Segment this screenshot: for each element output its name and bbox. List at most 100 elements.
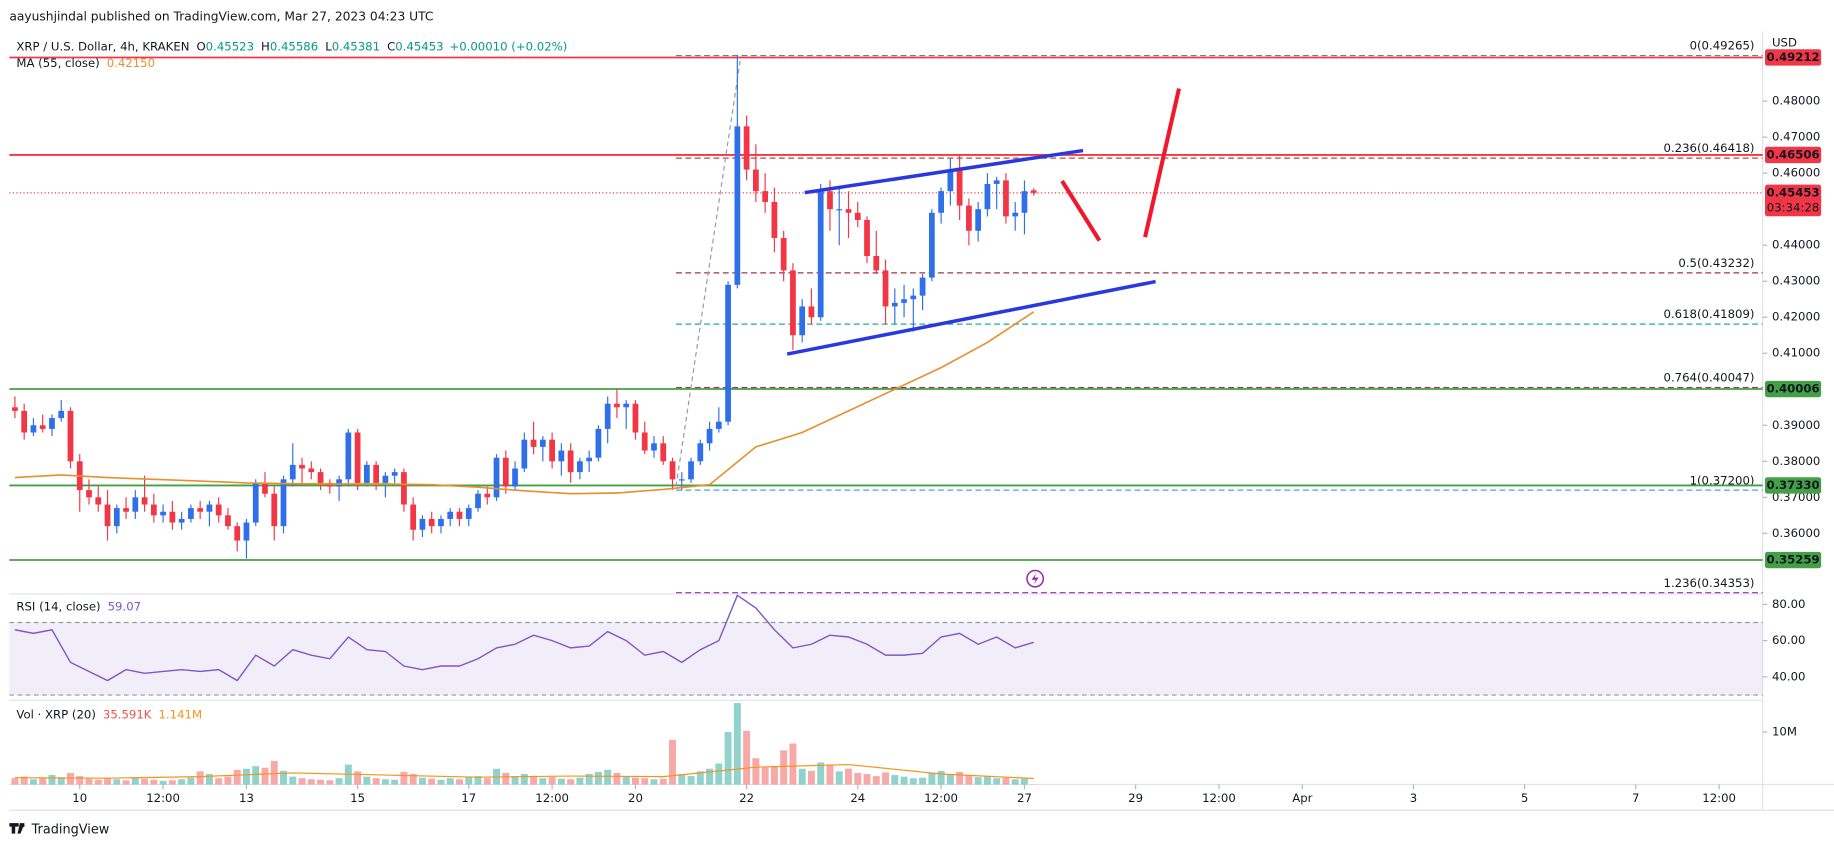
fib-level-label: 0.618(0.41809) bbox=[1664, 307, 1755, 321]
volume-bar bbox=[205, 773, 213, 785]
candle-body bbox=[39, 425, 46, 429]
y-tick-label: 0.48000 bbox=[1772, 94, 1820, 108]
fib-level-label: 1(0.37200) bbox=[1690, 473, 1755, 487]
candle-body bbox=[845, 209, 852, 213]
volume-bar bbox=[113, 779, 121, 785]
y-tick-label: 0.44000 bbox=[1772, 238, 1820, 252]
candle-body bbox=[688, 461, 694, 480]
volume-bar bbox=[622, 776, 630, 785]
x-tick-label: 3 bbox=[1410, 791, 1417, 805]
footer-logo[interactable]: TradingView bbox=[9, 823, 109, 838]
candle-body bbox=[475, 493, 481, 509]
volume-bar bbox=[882, 772, 890, 785]
ohlc-key: C bbox=[387, 39, 395, 53]
candle-body bbox=[141, 497, 148, 505]
ohlc-key: H bbox=[261, 39, 270, 53]
volume-bar bbox=[363, 776, 371, 785]
x-tick-label: 10 bbox=[72, 791, 87, 805]
x-tick-label: 15 bbox=[350, 791, 365, 805]
volume-bar bbox=[39, 777, 47, 785]
arrow-up-drawing bbox=[1143, 88, 1181, 238]
volume-bar bbox=[483, 778, 491, 785]
volume-bar bbox=[474, 776, 482, 785]
volume-bar bbox=[789, 743, 797, 785]
volume-bar bbox=[752, 758, 760, 785]
event-icon[interactable] bbox=[1026, 569, 1045, 588]
volume-bar bbox=[85, 778, 93, 785]
candle-body bbox=[289, 464, 296, 480]
volume-bar bbox=[659, 778, 667, 785]
candle-body bbox=[215, 504, 222, 516]
fib-layer: 0(0.49265) 0.236(0.46418) 0.5(0.43232) 0.61… bbox=[676, 39, 1763, 594]
rsi-name: RSI (14, close) bbox=[16, 599, 100, 613]
bar-countdown: 03:34:28 bbox=[1767, 201, 1820, 215]
fib-trend-line bbox=[675, 59, 741, 487]
candle-body bbox=[21, 410, 28, 433]
volume-bar bbox=[576, 777, 584, 785]
candle-body bbox=[725, 284, 731, 422]
volume-bar bbox=[224, 776, 232, 785]
volume-bar bbox=[354, 771, 362, 785]
volume-bar bbox=[196, 771, 204, 785]
volume-bar bbox=[94, 779, 102, 785]
logo-dot bbox=[21, 823, 25, 828]
candle-body bbox=[586, 457, 593, 462]
logo-text[interactable]: TradingView bbox=[31, 823, 110, 838]
volume-bar bbox=[557, 778, 565, 785]
candle-body bbox=[966, 205, 972, 231]
candle-body bbox=[234, 526, 241, 541]
volume-bar bbox=[326, 780, 334, 785]
volume-bar bbox=[511, 776, 519, 785]
candle-body bbox=[882, 270, 889, 307]
candle-body bbox=[354, 432, 361, 483]
volume-bar bbox=[706, 768, 714, 785]
y-tick-label: 0.46000 bbox=[1772, 166, 1820, 180]
candle-body bbox=[345, 432, 352, 480]
candle-body bbox=[734, 126, 741, 285]
candle-body bbox=[280, 479, 287, 527]
volume-value: 35.591K bbox=[103, 707, 152, 721]
ma-value: 0.42150 bbox=[107, 55, 155, 69]
volume-bar bbox=[159, 780, 167, 785]
volume-bar bbox=[29, 779, 37, 785]
candle-body bbox=[947, 169, 954, 192]
volume-bar bbox=[891, 775, 899, 785]
volume-bar bbox=[104, 777, 112, 785]
level-price-label: 0.46506 bbox=[1766, 147, 1819, 161]
volume-ma-value: 1.141M bbox=[158, 707, 202, 721]
volume-bar bbox=[520, 773, 528, 785]
volume-bar bbox=[409, 773, 417, 785]
volume-bar bbox=[252, 766, 260, 785]
candle-body bbox=[243, 522, 250, 541]
candle-body bbox=[1003, 180, 1009, 217]
rsi-value: 59.07 bbox=[108, 599, 141, 613]
moving-average-line bbox=[14, 311, 1035, 495]
volume-bar bbox=[122, 780, 130, 785]
candle-body bbox=[30, 425, 37, 433]
rsi-band bbox=[9, 622, 1763, 696]
volume-bar bbox=[696, 771, 704, 785]
volume-bar bbox=[456, 779, 463, 785]
candle-body bbox=[762, 191, 769, 202]
candle-body bbox=[252, 482, 259, 523]
volume-bar bbox=[150, 779, 158, 785]
volume-bar bbox=[956, 771, 964, 785]
x-tick-label: 22 bbox=[739, 791, 754, 805]
candle-body bbox=[595, 428, 602, 458]
x-tick-label: 12:00 bbox=[924, 791, 958, 805]
event-icon-bolt bbox=[1031, 572, 1039, 585]
volume-bar bbox=[418, 777, 426, 785]
volume-bar bbox=[965, 775, 973, 785]
candle-body bbox=[891, 302, 898, 307]
change-value: +0.00010 (+0.02%) bbox=[449, 39, 567, 53]
volume-bar bbox=[845, 768, 852, 785]
candle-body bbox=[901, 299, 907, 303]
candle-body bbox=[706, 428, 713, 444]
candle-body bbox=[67, 410, 74, 462]
x-tick-label: 13 bbox=[239, 791, 254, 805]
level-price-label: 0.37330 bbox=[1766, 478, 1819, 492]
candle-body bbox=[336, 479, 342, 487]
ohlc-key: O bbox=[196, 39, 205, 53]
x-tick-label: Apr bbox=[1292, 791, 1312, 805]
volume-bar bbox=[1011, 779, 1019, 785]
